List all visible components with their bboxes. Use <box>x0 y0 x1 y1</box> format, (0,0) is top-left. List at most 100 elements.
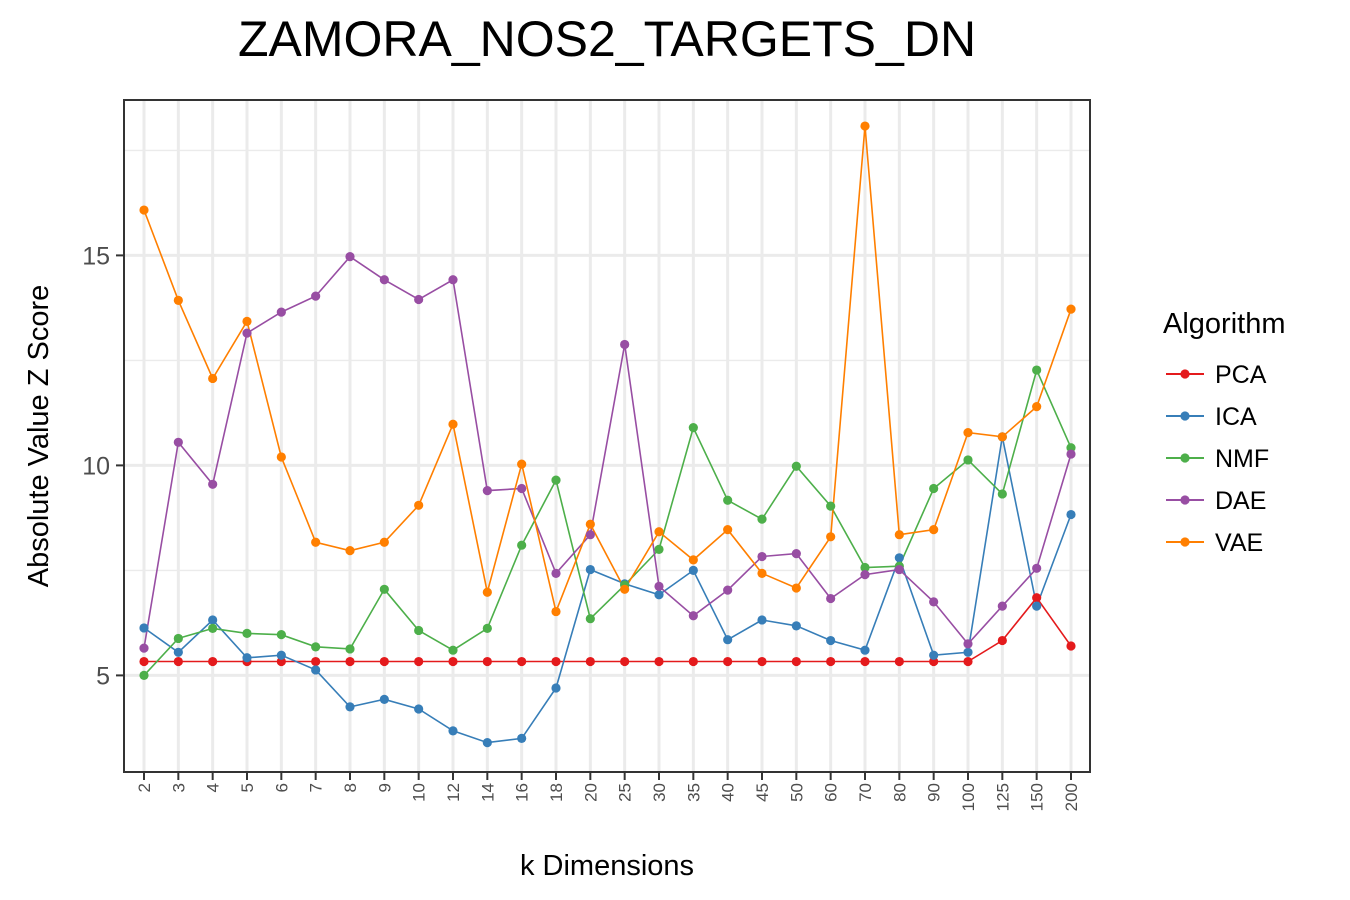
data-point-pca <box>826 656 836 667</box>
data-point-dae <box>276 307 286 317</box>
data-point-nmf <box>654 544 664 555</box>
data-point-nmf <box>242 628 252 639</box>
legend-label-ica: ICA <box>1215 403 1257 431</box>
data-point-nmf <box>860 562 870 573</box>
data-point-ica <box>826 635 836 646</box>
chart-title: ZAMORA_NOS2_TARGETS_DN <box>237 11 977 67</box>
data-point-ica <box>139 623 149 633</box>
data-point-pca <box>894 656 904 667</box>
data-point-dae <box>723 585 733 595</box>
data-point-dae <box>929 597 939 607</box>
data-point-ica <box>654 590 664 600</box>
legend-key-point <box>1180 495 1190 505</box>
x-tick-label: 25 <box>616 783 635 802</box>
data-point-ica <box>723 635 733 645</box>
data-point-dae <box>414 294 424 305</box>
data-point-dae <box>551 568 561 578</box>
data-point-ica <box>894 553 904 563</box>
x-tick-labels: 2 3 4 5 6 7 8 9 10 12 14 16 18 20 25 30 35 40 45 50 60 70 80 90… <box>135 783 1081 811</box>
data-point-pca <box>414 656 424 667</box>
data-point-nmf <box>1032 365 1042 375</box>
data-point-dae <box>654 581 664 591</box>
data-point-dae <box>585 530 595 540</box>
data-point-nmf <box>311 642 321 652</box>
series-line-pca <box>144 596 1072 663</box>
series-layer <box>139 121 1076 748</box>
x-tick-label: 7 <box>307 783 326 792</box>
data-point-vae <box>620 584 630 594</box>
data-point-vae <box>208 373 218 384</box>
plot-panel-border <box>123 99 1091 773</box>
x-tick-label: 80 <box>890 783 909 802</box>
data-point-vae <box>276 452 286 462</box>
data-point-ica <box>791 621 801 631</box>
data-point-vae <box>1066 304 1076 314</box>
y-tick-label: 15 <box>82 242 110 270</box>
data-point-nmf <box>414 625 424 636</box>
x-tick-label: 40 <box>719 783 738 802</box>
data-point-nmf <box>551 475 561 485</box>
data-point-pca <box>963 656 973 667</box>
x-tick-label: 3 <box>169 783 188 792</box>
data-point-nmf <box>791 461 801 471</box>
data-point-pca <box>585 656 595 667</box>
legend-title: Algorithm <box>1163 308 1286 340</box>
data-point-pca <box>997 635 1007 646</box>
data-point-vae <box>757 568 767 578</box>
y-axis-title: Absolute Value Z Score <box>23 285 55 588</box>
x-tick-label: 150 <box>1028 783 1047 811</box>
data-point-dae <box>1066 449 1076 459</box>
data-point-pca <box>1032 593 1042 603</box>
data-point-dae <box>791 549 801 559</box>
data-point-pca <box>791 656 801 667</box>
x-tick-label: 20 <box>581 783 600 802</box>
data-point-dae <box>208 479 218 489</box>
data-point-pca <box>517 656 527 667</box>
data-point-dae <box>242 328 252 338</box>
data-point-nmf <box>517 540 527 550</box>
data-point-dae <box>997 601 1007 611</box>
series-line-nmf <box>143 367 1072 676</box>
data-point-nmf <box>345 644 355 654</box>
legend: Algorithm PCA ICA NMF DAE VAE <box>1163 308 1286 557</box>
x-tick-label: 12 <box>444 783 463 802</box>
series-line-ica <box>143 436 1072 744</box>
data-point-dae <box>173 437 183 447</box>
data-point-pca <box>345 656 355 667</box>
data-point-ica <box>482 738 492 748</box>
data-point-nmf <box>482 623 492 633</box>
data-point-pca <box>379 656 389 667</box>
axis-ticks <box>116 254 1072 780</box>
data-point-pca <box>139 656 149 667</box>
major-gridlines <box>124 100 1090 772</box>
data-point-ica <box>585 564 595 575</box>
legend-label-dae: DAE <box>1215 487 1266 515</box>
x-tick-label: 200 <box>1062 783 1081 811</box>
x-tick-label: 9 <box>375 783 394 792</box>
data-point-nmf <box>379 584 389 594</box>
x-tick-label: 8 <box>341 783 360 792</box>
data-point-nmf <box>448 645 458 655</box>
data-point-vae <box>963 428 973 438</box>
legend-key-point <box>1180 453 1190 463</box>
x-tick-label: 45 <box>753 783 772 802</box>
data-point-nmf <box>585 614 595 624</box>
x-tick-label: 4 <box>204 783 223 792</box>
data-point-dae <box>757 551 767 562</box>
data-point-vae <box>379 537 389 547</box>
data-point-pca <box>929 656 939 667</box>
data-point-pca <box>276 656 286 667</box>
x-tick-label: 125 <box>993 783 1012 811</box>
data-point-pca <box>448 656 458 667</box>
data-point-dae <box>1032 563 1042 573</box>
x-tick-label: 35 <box>684 783 703 802</box>
data-point-ica <box>173 647 183 657</box>
data-point-vae <box>345 546 355 556</box>
data-point-dae <box>963 639 973 649</box>
data-point-pca <box>1066 641 1076 651</box>
x-axis-title: k Dimensions <box>520 850 694 882</box>
y-tick-labels: 5 10 15 <box>82 242 110 690</box>
y-tick-label: 5 <box>96 662 110 690</box>
data-point-vae <box>414 500 424 510</box>
